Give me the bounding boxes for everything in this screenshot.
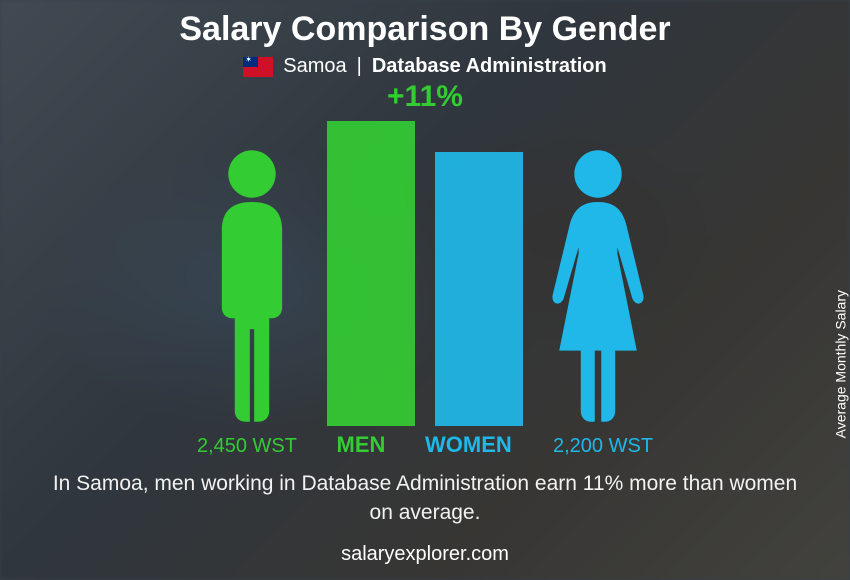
woman-icon xyxy=(543,146,653,426)
page-title: Salary Comparison By Gender xyxy=(179,10,670,49)
percentage-label: +11% xyxy=(387,80,463,114)
subtitle-country: Samoa xyxy=(283,55,346,78)
men-salary: 2,450 WST xyxy=(137,435,297,458)
chart-area: +11% xyxy=(0,86,850,426)
infographic-content: Salary Comparison By Gender Samoa | Data… xyxy=(0,0,850,580)
subtitle: Samoa | Database Administration xyxy=(243,55,606,78)
chart: +11% xyxy=(197,86,653,426)
footer-source: salaryexplorer.com xyxy=(341,543,509,566)
labels-row: 2,450 WST MEN WOMEN 2,200 WST xyxy=(0,432,850,458)
description: In Samoa, men working in Database Admini… xyxy=(45,470,805,527)
women-salary: 2,200 WST xyxy=(553,435,713,458)
samoa-flag-icon xyxy=(243,57,273,77)
men-label: MEN xyxy=(317,432,405,458)
women-bar xyxy=(435,152,523,426)
man-icon xyxy=(197,146,307,426)
subtitle-separator: | xyxy=(357,55,362,78)
men-bar xyxy=(327,121,415,426)
subtitle-field: Database Administration xyxy=(372,55,607,78)
men-icon-wrap xyxy=(197,146,307,426)
women-icon-wrap xyxy=(543,146,653,426)
y-axis-label: Average Monthly Salary xyxy=(832,290,848,438)
women-label: WOMEN xyxy=(425,432,533,458)
